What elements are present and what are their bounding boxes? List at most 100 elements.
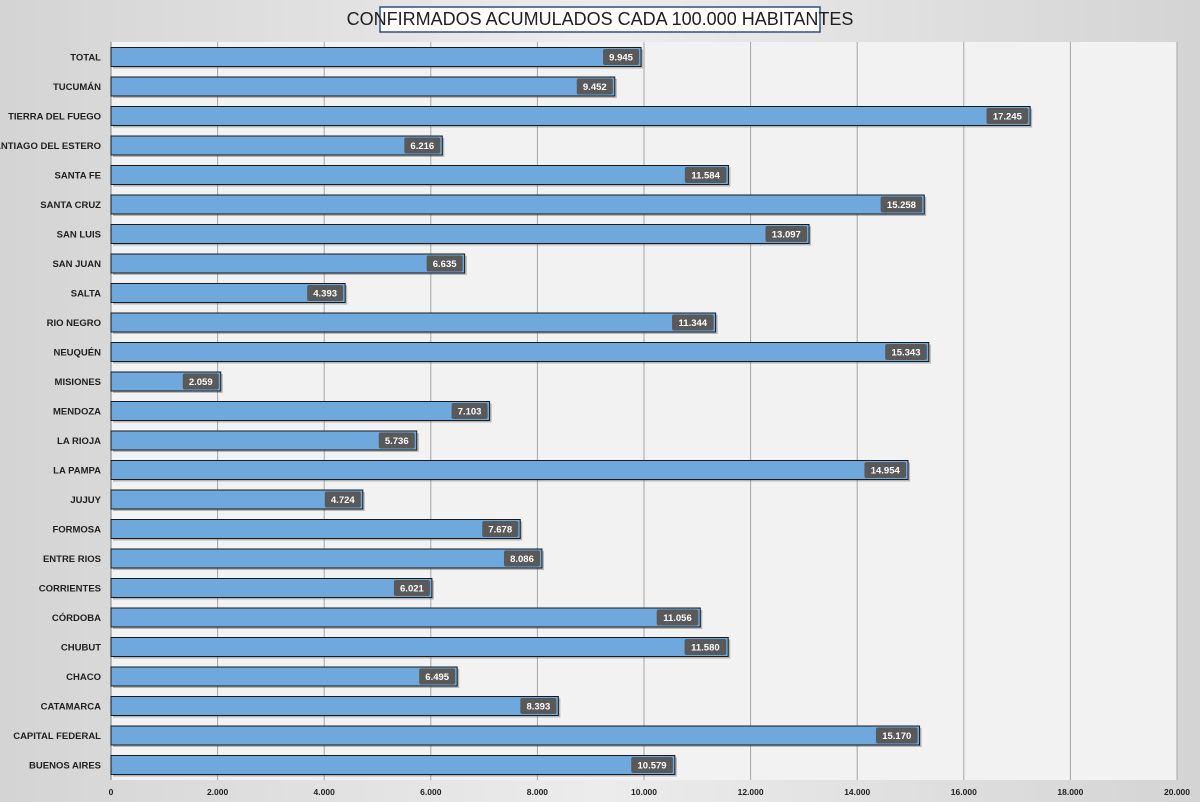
category-label: CÓRDOBA — [52, 612, 101, 624]
data-label-badge — [307, 285, 344, 301]
category-label: CHACO — [66, 672, 101, 683]
bar — [110, 548, 543, 569]
x-tick-label: 2.000 — [207, 787, 229, 797]
data-label-badge — [324, 491, 361, 508]
category-label: RIO NEGRO — [47, 318, 101, 329]
category-label: TOTAL — [70, 53, 101, 64]
data-label: 4.393 — [313, 289, 337, 300]
category-label: SANTA FE — [55, 171, 101, 182]
x-tick-label: 12.000 — [738, 787, 764, 797]
category-label: FORMOSA — [52, 525, 101, 536]
category-label: CORRIENTES — [39, 584, 101, 595]
bar — [110, 578, 433, 598]
data-label-badge — [684, 639, 727, 655]
bar — [110, 76, 616, 97]
data-label-badge — [419, 668, 456, 685]
bar — [110, 401, 491, 421]
data-label-badge — [672, 314, 714, 331]
data-label-badge — [451, 403, 488, 419]
x-tick-label: 6.000 — [420, 787, 442, 797]
bar — [110, 725, 921, 746]
data-label-badge — [656, 609, 699, 626]
bar — [110, 283, 346, 303]
category-label: CATAMARCA — [41, 702, 101, 713]
data-label: 10.579 — [638, 761, 667, 772]
bar — [110, 489, 364, 510]
data-label: 15.170 — [882, 731, 911, 742]
data-label: 15.343 — [891, 348, 920, 359]
data-label: 17.245 — [993, 112, 1023, 123]
bar — [110, 755, 676, 775]
data-label: 11.344 — [679, 318, 708, 329]
bars: 9.945 9.452 17.245 6.216 11.584 15.258 13.097 6… — [110, 47, 1033, 777]
data-label-badge — [631, 757, 673, 773]
chart-title-frame — [379, 6, 821, 33]
data-label: 5.736 — [385, 436, 409, 447]
data-label: 14.954 — [871, 466, 901, 477]
category-label: MISIONES — [55, 377, 101, 388]
x-tick-label: 18.000 — [1057, 787, 1083, 797]
bar — [110, 135, 443, 156]
data-label: 11.056 — [663, 613, 692, 624]
data-label-badge — [482, 521, 519, 537]
chart-title: CONFIRMADOS ACUMULADOS CADA 100.000 HABI… — [347, 9, 854, 29]
category-label: CAPITAL FEDERAL — [13, 731, 101, 742]
bar — [110, 253, 466, 274]
data-label: 6.216 — [410, 141, 434, 152]
data-label-badge — [603, 49, 640, 65]
data-label-badge — [885, 344, 927, 360]
data-label-badge — [576, 78, 613, 95]
data-label-badge — [520, 698, 557, 714]
bar — [110, 637, 729, 657]
data-label-badge — [765, 226, 808, 242]
data-label: 6.021 — [400, 584, 424, 595]
category-label: NEUQUÉN — [53, 348, 101, 359]
category-label: SAN LUIS — [57, 230, 101, 241]
category-label: ENTRE RIOS — [43, 554, 101, 565]
data-label-badge — [684, 167, 727, 183]
data-label-badge — [875, 727, 918, 744]
category-label: SALTA — [71, 289, 101, 300]
bar — [110, 696, 559, 716]
bar — [110, 607, 701, 628]
x-tick-label: 16.000 — [951, 787, 977, 797]
data-label: 7.678 — [488, 525, 512, 536]
data-label: 8.393 — [526, 702, 550, 713]
data-label-badge — [426, 255, 463, 272]
category-label: CHUBUT — [61, 643, 101, 654]
category-label: BUENOS AIRES — [29, 761, 101, 772]
data-label: 4.724 — [331, 495, 355, 506]
bar — [110, 312, 717, 333]
data-label: 6.635 — [433, 259, 457, 270]
data-label-badge — [880, 196, 923, 213]
data-label: 15.258 — [887, 200, 916, 211]
x-tick-label: 4.000 — [314, 787, 336, 797]
data-label: 6.495 — [425, 672, 449, 683]
data-label: 11.580 — [691, 643, 720, 654]
category-labels: TOTAL TUCUMÁN TIERRA DEL FUEGO SANTIAGO DEL… — [0, 53, 102, 772]
data-label-badge — [864, 462, 907, 478]
x-axis-tick-labels: 0 2.000 4.000 6.000 8.000 10.000 12.000 14.000 1… — [109, 787, 1191, 797]
data-label-badge — [404, 137, 441, 154]
bar — [110, 106, 1031, 126]
bar — [110, 224, 810, 244]
bar — [110, 342, 930, 362]
data-label: 7.103 — [458, 407, 482, 418]
data-label: 8.086 — [510, 554, 534, 565]
data-label-badge — [393, 580, 430, 596]
category-label: LA RIOJA — [57, 436, 101, 447]
category-label: SANTA CRUZ — [40, 200, 101, 211]
data-label: 13.097 — [772, 230, 801, 241]
bar — [110, 666, 458, 687]
category-label: TUCUMÁN — [53, 82, 101, 93]
x-tick-label: 0 — [109, 787, 114, 797]
category-label: TIERRA DEL FUEGO — [8, 112, 101, 123]
category-label: SANTIAGO DEL ESTERO — [0, 141, 101, 152]
x-tick-label: 14.000 — [844, 787, 870, 797]
x-tick-label: 8.000 — [527, 787, 549, 797]
data-label-badge — [503, 550, 540, 567]
category-label: JUJUY — [70, 495, 101, 506]
bar — [110, 519, 521, 539]
chart-title-box: CONFIRMADOS ACUMULADOS CADA 100.000 HABI… — [347, 6, 854, 33]
